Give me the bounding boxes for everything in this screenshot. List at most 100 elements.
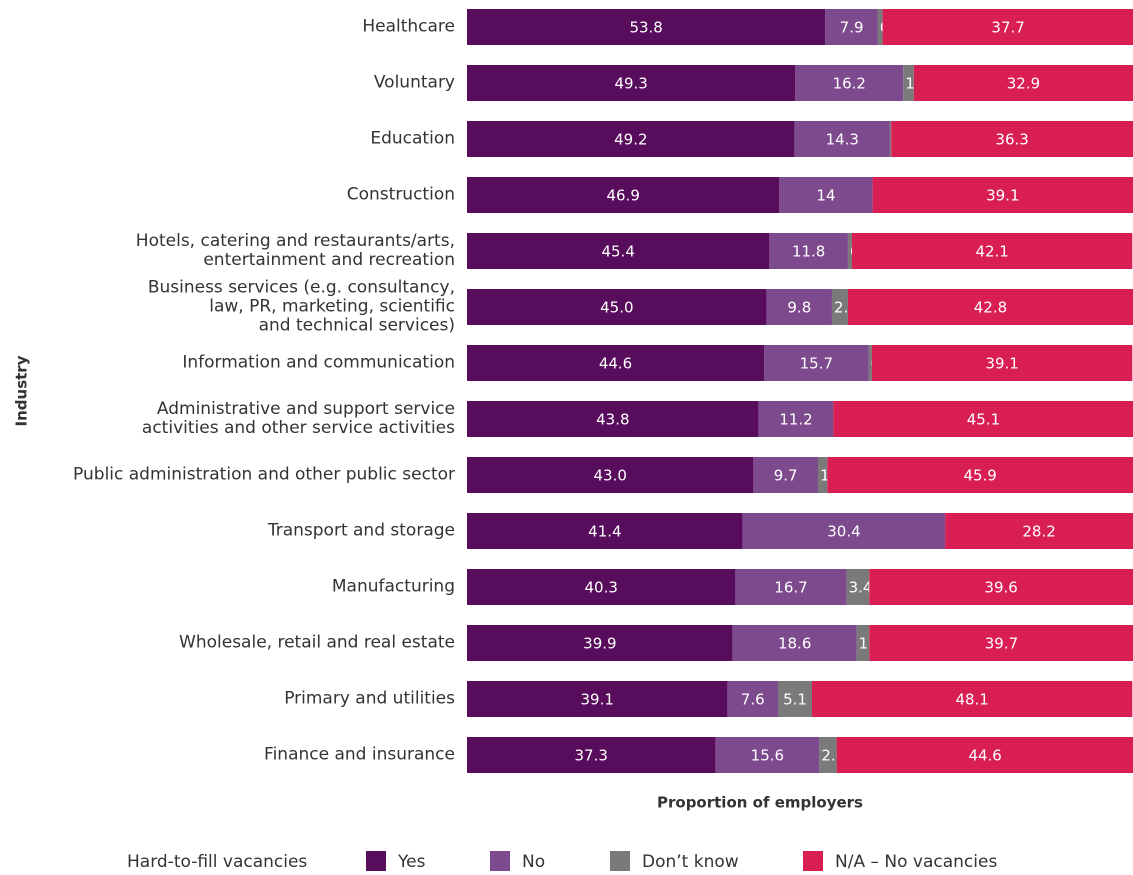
value-label: 28.2 xyxy=(1022,523,1055,541)
bar-segment xyxy=(817,457,828,493)
bar-segment xyxy=(778,681,812,717)
legend-label: Yes xyxy=(397,852,426,872)
bar-segment xyxy=(825,9,878,45)
value-label: 39.9 xyxy=(583,635,616,653)
value-label: 45.4 xyxy=(601,243,634,261)
bar-segment xyxy=(856,625,870,661)
bar-segment xyxy=(764,345,869,381)
legend-swatch xyxy=(610,851,630,871)
bar-segment xyxy=(732,625,857,661)
value-label: 16.7 xyxy=(774,579,807,597)
bar-segment xyxy=(766,289,832,325)
bar-segment xyxy=(467,65,796,101)
value-label: 32.9 xyxy=(1007,75,1040,93)
bar-segment xyxy=(467,681,728,717)
value-label: 45.0 xyxy=(600,299,633,317)
value-label: 9.7 xyxy=(774,467,798,485)
value-label: 43.0 xyxy=(593,467,626,485)
bar-segment xyxy=(467,289,767,325)
bar-segment xyxy=(467,513,743,549)
category-label: Manufacturing xyxy=(331,576,455,597)
bar-segment xyxy=(735,569,847,605)
value-label: 39.1 xyxy=(985,355,1018,373)
bar-segment xyxy=(742,513,946,549)
value-label: 45.9 xyxy=(963,467,996,485)
value-label: 44.6 xyxy=(968,747,1001,765)
bar-segment xyxy=(847,233,852,269)
value-label: 42.1 xyxy=(975,243,1008,261)
value-label: 49.2 xyxy=(614,131,647,149)
bar-segment xyxy=(715,737,820,773)
value-label: 46.9 xyxy=(606,187,639,205)
value-label: 7.9 xyxy=(840,19,864,37)
bar-segment xyxy=(871,345,1133,381)
value-label: 43.8 xyxy=(596,411,629,429)
value-label: 39.1 xyxy=(986,187,1019,205)
bar-segment xyxy=(467,569,736,605)
bar-segment xyxy=(467,457,754,493)
category-label: Information and communication xyxy=(182,352,455,373)
value-label: 14.3 xyxy=(826,131,859,149)
category-label: Primary and utilities xyxy=(284,688,455,709)
value-label: 18.6 xyxy=(778,635,811,653)
category-label: Hotels, catering and restaurants/arts, e… xyxy=(135,231,455,270)
bar-segment xyxy=(891,121,1133,157)
bar-segment xyxy=(903,65,914,101)
value-label: 49.3 xyxy=(614,75,647,93)
legend-title: Hard-to-fill vacancies xyxy=(127,852,307,872)
value-label: 39.7 xyxy=(985,635,1018,653)
bar-segment xyxy=(868,345,872,381)
category-label: Administrative and support service activ… xyxy=(141,399,455,438)
value-label: 30.4 xyxy=(827,523,860,541)
category-label: Voluntary xyxy=(373,72,455,93)
value-label: 16.2 xyxy=(833,75,866,93)
category-label: Education xyxy=(370,128,455,149)
value-label: 41.4 xyxy=(588,523,621,541)
value-label: 44.6 xyxy=(599,355,632,373)
bar-segment xyxy=(882,9,1133,45)
value-label: 39.6 xyxy=(984,579,1017,597)
category-label: Healthcare xyxy=(362,16,455,37)
legend-label: No xyxy=(522,852,545,872)
value-label: 40.3 xyxy=(584,579,617,597)
bar-segment xyxy=(794,121,890,157)
bar-segment xyxy=(847,289,1133,325)
value-label: 48.1 xyxy=(955,691,988,709)
category-label: Public administration and other public s… xyxy=(73,464,455,485)
value-label: 37.3 xyxy=(575,747,608,765)
bar-segment xyxy=(467,121,795,157)
bar-segment xyxy=(727,681,779,717)
bar-segment xyxy=(467,345,765,381)
bar-segment xyxy=(877,9,883,45)
legend-swatch xyxy=(366,851,386,871)
category-label: Transport and storage xyxy=(267,520,455,541)
bar-segment xyxy=(819,737,837,773)
x-axis-title: Proportion of employers xyxy=(657,794,863,812)
bar-segment xyxy=(846,569,870,605)
bar-segment xyxy=(869,569,1133,605)
bar-segment xyxy=(467,625,733,661)
legend-label: N/A – No vacancies xyxy=(835,852,997,872)
bar-segment xyxy=(753,457,818,493)
bar-segment xyxy=(467,233,770,269)
bar-segment xyxy=(827,457,1133,493)
value-label: 5.1 xyxy=(783,691,807,709)
value-label: 11.2 xyxy=(779,411,812,429)
bar-segment xyxy=(872,177,1133,213)
bar-segment xyxy=(833,401,1133,437)
bar-segment xyxy=(758,401,834,437)
legend-swatch xyxy=(803,851,823,871)
bar-segment xyxy=(467,737,716,773)
value-label: 9.8 xyxy=(787,299,811,317)
bar-segment xyxy=(467,9,826,45)
bar-segment xyxy=(913,65,1133,101)
bar-segment xyxy=(836,737,1133,773)
value-label: 36.3 xyxy=(995,131,1028,149)
value-label: 15.7 xyxy=(800,355,833,373)
value-label: 37.7 xyxy=(991,19,1024,37)
category-label: Wholesale, retail and real estate xyxy=(179,632,455,653)
value-label: 11.8 xyxy=(792,243,825,261)
bar-segment xyxy=(851,233,1133,269)
bar-segment xyxy=(779,177,873,213)
